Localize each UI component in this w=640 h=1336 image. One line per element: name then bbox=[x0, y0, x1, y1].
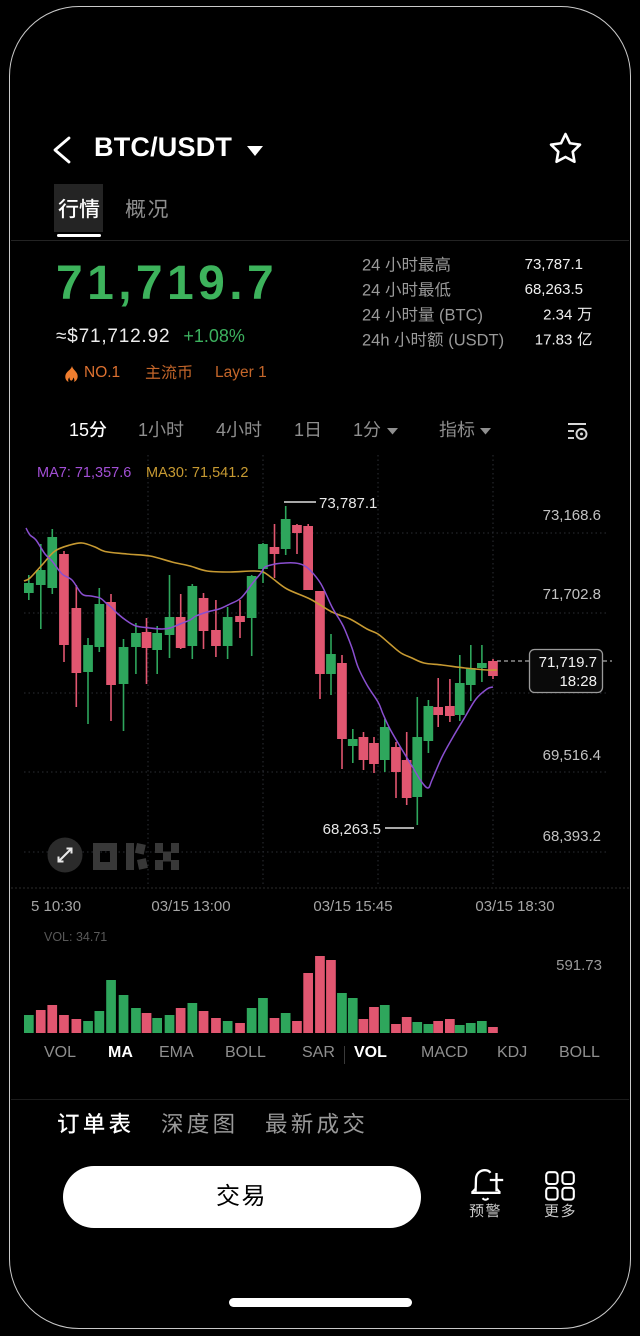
svg-text:03/15 13:00: 03/15 13:00 bbox=[151, 898, 230, 915]
svg-text:MA30: 71,541.2: MA30: 71,541.2 bbox=[146, 465, 248, 481]
svg-text:591.73: 591.73 bbox=[556, 957, 602, 974]
svg-text:MA7: 71,357.6: MA7: 71,357.6 bbox=[37, 465, 131, 481]
svg-text:03/15 18:30: 03/15 18:30 bbox=[475, 898, 554, 915]
svg-text:5 10:30: 5 10:30 bbox=[31, 898, 81, 915]
svg-text:68,393.2: 68,393.2 bbox=[543, 828, 601, 845]
svg-text:71,719.7: 71,719.7 bbox=[539, 654, 597, 671]
svg-text:69,516.4: 69,516.4 bbox=[543, 747, 601, 764]
svg-text:18:28: 18:28 bbox=[559, 673, 597, 690]
svg-text:73,787.1: 73,787.1 bbox=[319, 495, 377, 512]
svg-text:03/15 15:45: 03/15 15:45 bbox=[313, 898, 392, 915]
svg-text:68,263.5: 68,263.5 bbox=[323, 821, 381, 838]
svg-text:71,702.8: 71,702.8 bbox=[543, 586, 601, 603]
svg-text:73,168.6: 73,168.6 bbox=[543, 507, 601, 524]
svg-text:VOL: 34.71: VOL: 34.71 bbox=[44, 930, 107, 944]
